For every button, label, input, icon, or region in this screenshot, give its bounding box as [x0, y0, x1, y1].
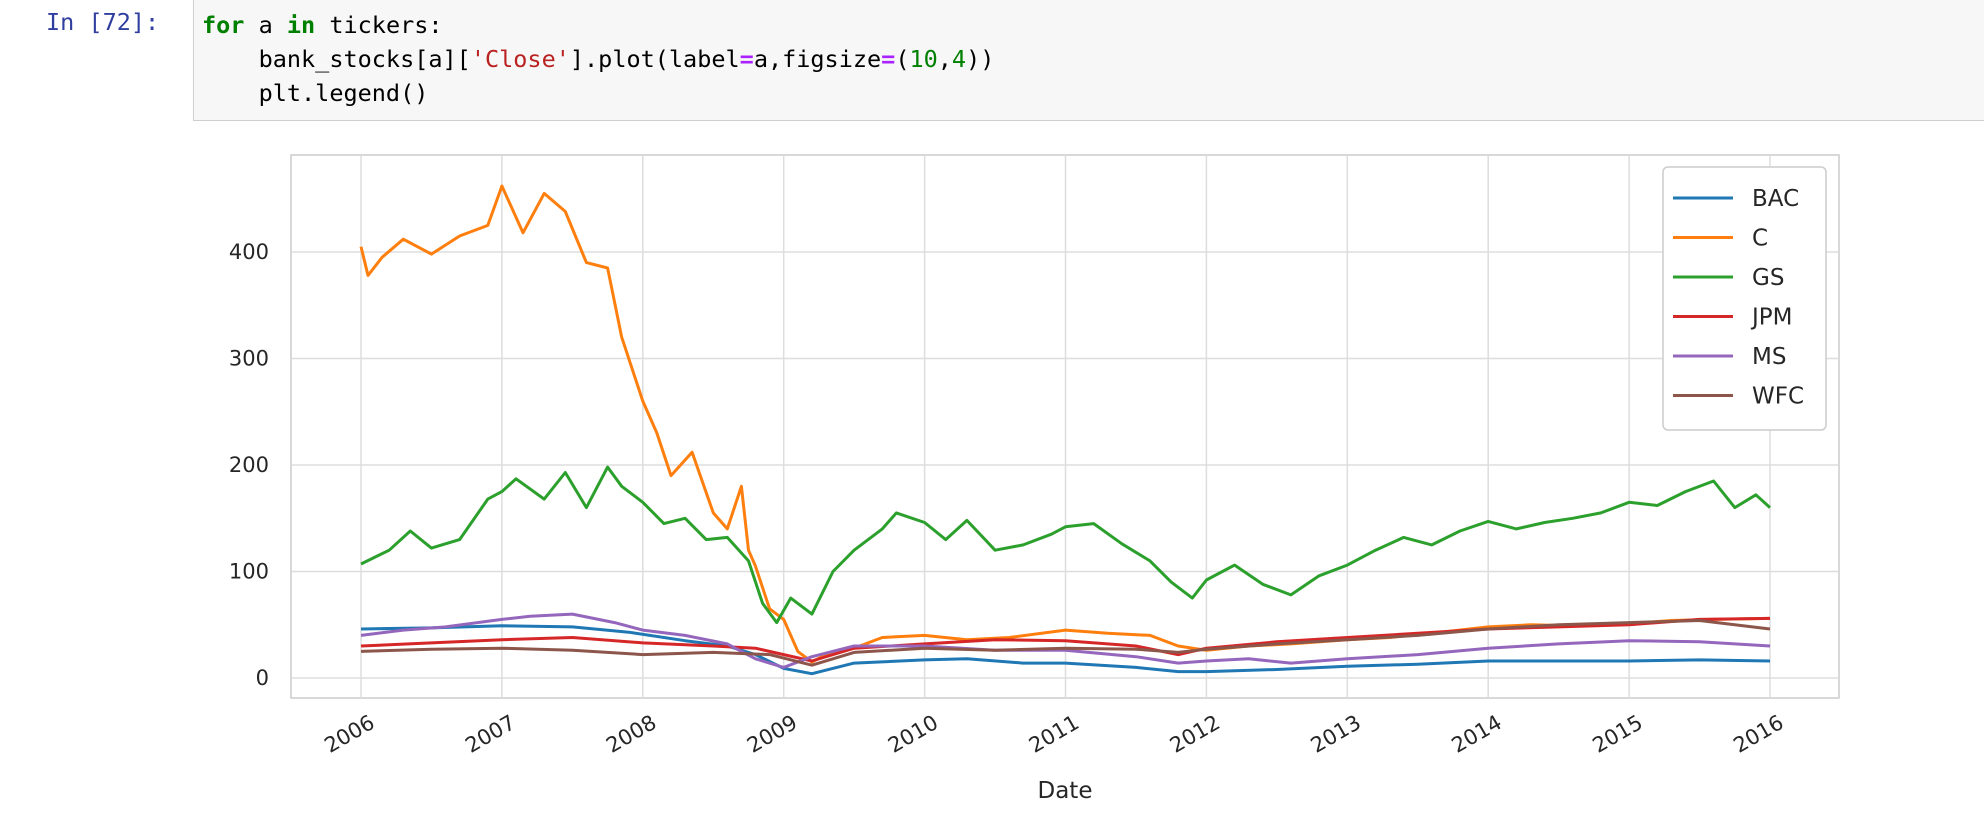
x-tick-label: 2008 — [602, 710, 660, 758]
legend-label: C — [1752, 226, 1768, 252]
code-token: a — [244, 11, 287, 39]
code-line: bank_stocks[a]['Close'].plot(label=a,fig… — [202, 45, 995, 73]
y-tick-label: 300 — [229, 347, 269, 371]
code-token: plt.legend() — [202, 79, 429, 107]
series-line-bac — [360, 624, 1771, 676]
series-line-wfc — [360, 619, 1771, 667]
y-tick-label: 100 — [229, 560, 269, 584]
legend-label: GS — [1752, 265, 1784, 291]
code-token: a,figsize — [753, 45, 882, 73]
legend-label: WFC — [1752, 384, 1804, 410]
code-token: , — [937, 45, 952, 73]
legend-label: BAC — [1752, 186, 1799, 212]
x-tick-label: 2012 — [1166, 710, 1224, 758]
series-line-gs — [360, 465, 1772, 625]
x-tick-label: 2006 — [320, 710, 378, 758]
x-tick-label: 2016 — [1729, 710, 1787, 758]
legend-box — [1662, 166, 1827, 431]
cell-prompt: In [72]: — [46, 8, 160, 36]
code-token: ( — [895, 45, 910, 73]
code-token: tickers: — [315, 11, 443, 39]
code-token: in — [286, 11, 316, 39]
code-token: for — [202, 11, 245, 39]
code-token: 4 — [951, 45, 967, 73]
code-token: )) — [966, 45, 995, 73]
code-line: plt.legend() — [202, 79, 429, 107]
code-token: bank_stocks[a][ — [202, 45, 471, 73]
code-token: = — [739, 45, 754, 73]
code-token: ].plot(label — [569, 45, 740, 73]
x-tick-label: 2009 — [743, 710, 801, 758]
y-tick-label: 200 — [229, 453, 269, 477]
x-tick-label: 2014 — [1448, 710, 1506, 758]
code-token: 10 — [909, 45, 938, 73]
x-tick-label: 2007 — [461, 710, 519, 758]
y-tick-label: 400 — [229, 240, 269, 264]
x-tick-label: 2013 — [1307, 710, 1365, 758]
legend-label: JPM — [1750, 305, 1793, 331]
series-line-ms — [360, 612, 1771, 669]
x-tick-label: 2015 — [1588, 710, 1646, 758]
code-token: 'Close' — [470, 45, 570, 73]
y-tick-label: 0 — [256, 666, 269, 690]
x-axis-label: Date — [1038, 778, 1093, 804]
x-tick-label: 2011 — [1025, 710, 1083, 758]
x-tick-label: 2010 — [884, 710, 942, 758]
cell-output: 2006 2007 2008 2009 2010 2011 2012 2013 2014 2015… — [0, 122, 1984, 820]
line-chart: 2006 2007 2008 2009 2010 2011 2012 2013 2014 2015… — [229, 154, 1840, 804]
code-input-area[interactable]: for a in tickers: bank_stocks[a]['Close'… — [193, 0, 1984, 121]
code-line: for a in tickers: — [202, 11, 443, 39]
code-token: = — [881, 45, 896, 73]
code-editor[interactable]: for a in tickers: bank_stocks[a]['Close'… — [202, 8, 994, 110]
legend-label: MS — [1752, 344, 1786, 370]
